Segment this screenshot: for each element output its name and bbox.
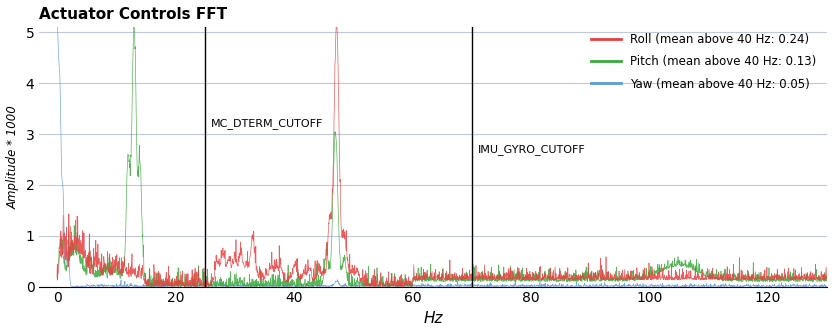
Text: Actuator Controls FFT: Actuator Controls FFT (39, 7, 228, 22)
Y-axis label: Amplitude * 1000: Amplitude * 1000 (7, 105, 20, 209)
Text: MC_DTERM_CUTOFF: MC_DTERM_CUTOFF (211, 119, 324, 129)
Legend: Roll (mean above 40 Hz: 0.24), Pitch (mean above 40 Hz: 0.13), Yaw (mean above 4: Roll (mean above 40 Hz: 0.24), Pitch (me… (586, 28, 821, 95)
X-axis label: Hz: Hz (424, 311, 443, 326)
Text: IMU_GYRO_CUTOFF: IMU_GYRO_CUTOFF (478, 144, 585, 155)
